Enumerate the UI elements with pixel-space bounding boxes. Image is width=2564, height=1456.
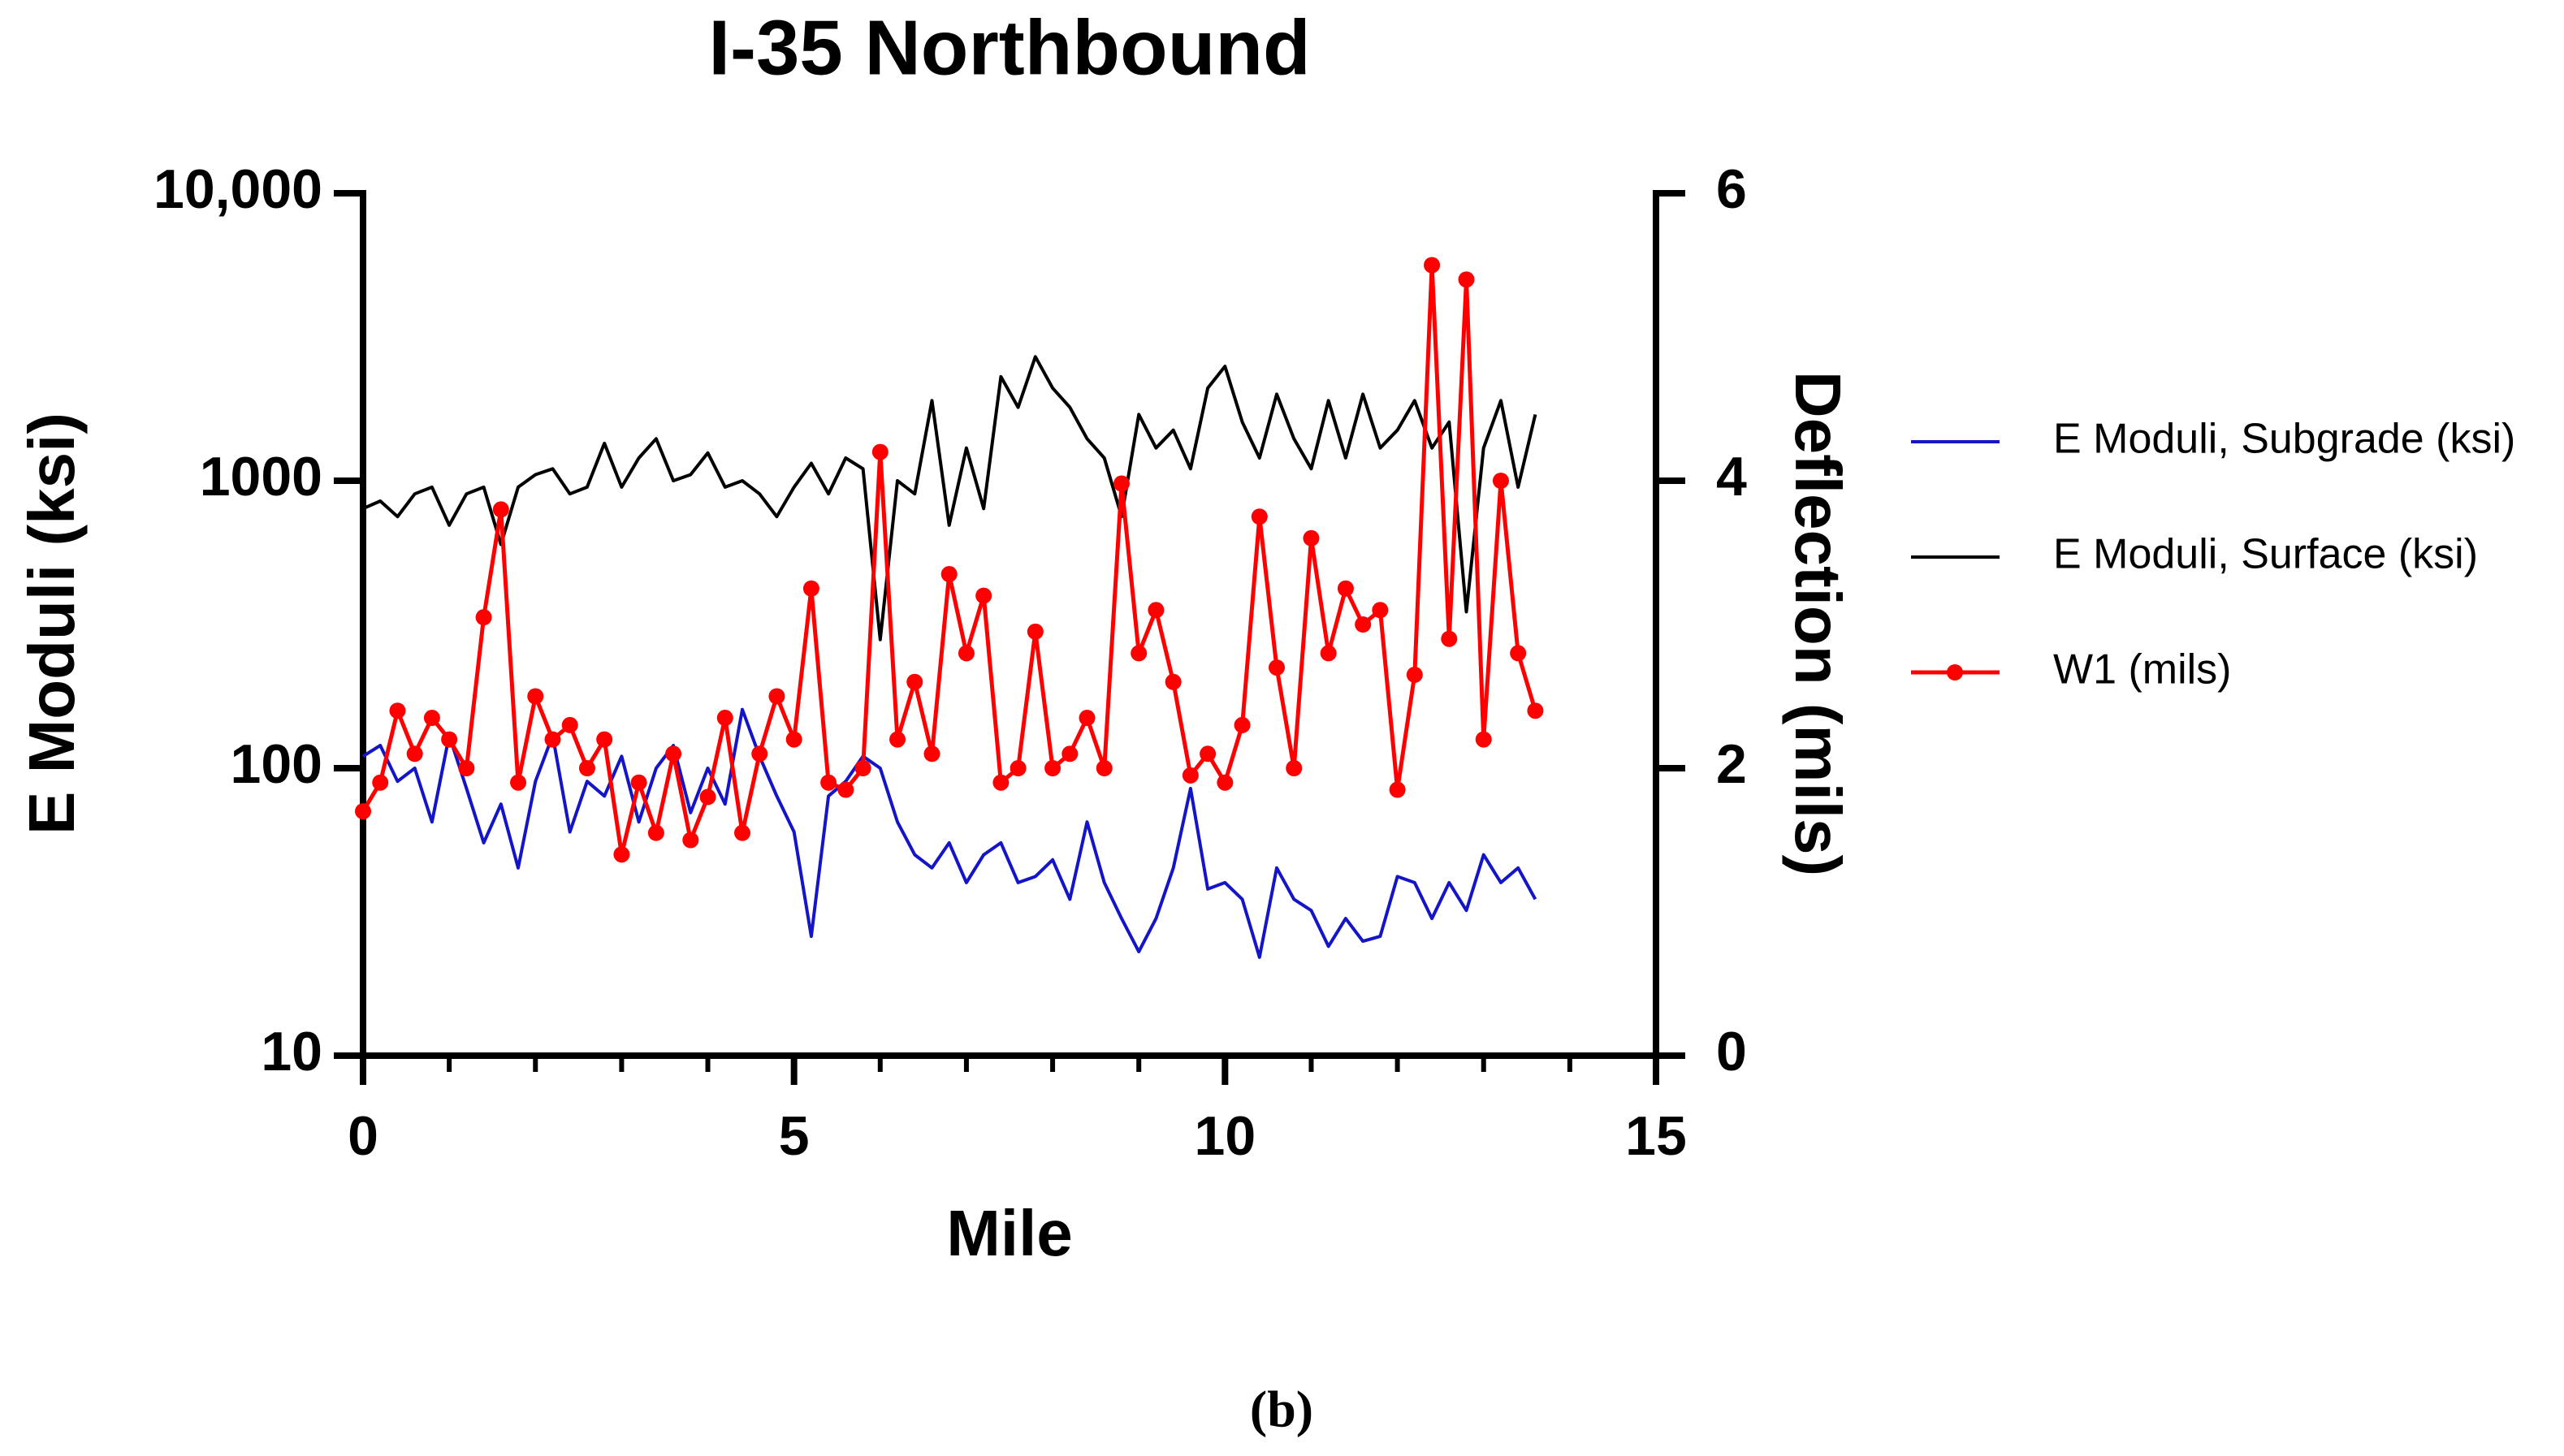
x-axis-label: Mile: [946, 1197, 1073, 1269]
series-marker: [1303, 529, 1320, 547]
series-marker: [1079, 710, 1096, 727]
series-marker: [458, 760, 475, 776]
y2-axis-label: Deflection (mils): [1782, 371, 1854, 876]
series-marker: [785, 731, 802, 748]
legend-label: E Moduli, Surface (ksi): [2053, 531, 2478, 578]
figure-caption: (b): [1250, 1380, 1313, 1438]
series-marker: [613, 846, 630, 863]
series-marker: [733, 824, 750, 841]
series-marker: [1131, 645, 1148, 662]
series-marker: [1010, 760, 1027, 776]
chart-title: I-35 Northbound: [708, 4, 1310, 91]
series-marker: [802, 580, 819, 597]
y-axis-label: E Moduli (ksi): [15, 413, 88, 835]
y-tick-label: 10: [261, 1021, 322, 1082]
series-line: [362, 355, 1537, 642]
series-marker: [923, 745, 940, 763]
series-marker: [475, 609, 492, 626]
series-marker: [1527, 702, 1544, 719]
series-marker: [1492, 473, 1509, 489]
series-marker: [1251, 508, 1268, 525]
series-marker: [1286, 760, 1303, 776]
series-marker: [1424, 257, 1441, 274]
series-marker: [1182, 767, 1199, 784]
series-marker: [406, 745, 423, 763]
series-marker: [768, 688, 785, 705]
series-marker: [1044, 760, 1061, 776]
series-marker: [1217, 774, 1234, 791]
y2-tick-label: 2: [1716, 733, 1747, 795]
series-marker: [975, 587, 992, 604]
y-tick-label: 1000: [200, 446, 322, 508]
series-marker: [561, 716, 578, 733]
series-marker: [1061, 745, 1079, 763]
series-marker: [1096, 760, 1113, 776]
series-marker: [355, 803, 371, 820]
series-marker: [492, 501, 509, 518]
y2-tick-label: 4: [1716, 446, 1747, 508]
series-marker: [596, 731, 613, 748]
series-marker: [1510, 645, 1527, 662]
y2-tick-label: 0: [1716, 1021, 1747, 1082]
series-line: [361, 263, 1537, 857]
series-marker: [647, 824, 664, 841]
series-marker: [1234, 716, 1251, 733]
series-marker: [1458, 271, 1475, 288]
series-marker: [578, 760, 595, 776]
series-marker: [958, 645, 975, 662]
y-tick-label: 10,000: [153, 158, 322, 220]
series-marker: [837, 781, 854, 798]
series-marker: [992, 774, 1010, 791]
series-line: [361, 707, 1537, 959]
series-marker: [1337, 580, 1354, 597]
x-tick-label: 10: [1195, 1105, 1256, 1167]
series-marker: [1165, 673, 1182, 690]
series-marker: [527, 688, 544, 705]
series-marker: [423, 710, 440, 727]
series-marker: [389, 702, 406, 719]
series-marker: [1200, 745, 1217, 763]
series-marker: [1355, 616, 1372, 633]
series-marker: [871, 443, 889, 460]
series-marker: [854, 760, 871, 776]
legend-label: E Moduli, Subgrade (ksi): [2053, 416, 2515, 463]
series-marker: [665, 745, 682, 763]
series-marker: [682, 832, 699, 849]
y-tick-label: 100: [231, 733, 322, 795]
series-marker: [889, 731, 906, 748]
series-marker: [1475, 731, 1492, 748]
series-marker: [1320, 645, 1337, 662]
series-marker: [1027, 623, 1044, 640]
series-marker: [1441, 630, 1458, 647]
series-marker: [441, 731, 458, 748]
series-marker: [510, 774, 527, 791]
series-marker: [1389, 781, 1406, 798]
series-marker: [906, 673, 923, 690]
legend-label: W1 (mils): [2053, 646, 2232, 693]
series-marker: [751, 745, 768, 763]
y2-tick-label: 6: [1716, 158, 1747, 220]
x-tick-label: 5: [779, 1105, 810, 1167]
series-marker: [716, 710, 733, 727]
series-marker: [630, 774, 647, 791]
series-marker: [1113, 475, 1130, 492]
series-marker: [940, 566, 958, 583]
series-marker: [1372, 602, 1389, 619]
series-marker: [820, 774, 837, 791]
series-marker: [699, 788, 716, 806]
series-marker: [1269, 659, 1286, 676]
legend-marker: [1947, 664, 1963, 680]
x-tick-label: 15: [1625, 1105, 1687, 1167]
x-tick-label: 0: [348, 1105, 378, 1167]
series-marker: [1406, 666, 1423, 683]
series-marker: [544, 731, 561, 748]
series-marker: [1148, 602, 1165, 619]
series-marker: [372, 774, 389, 791]
